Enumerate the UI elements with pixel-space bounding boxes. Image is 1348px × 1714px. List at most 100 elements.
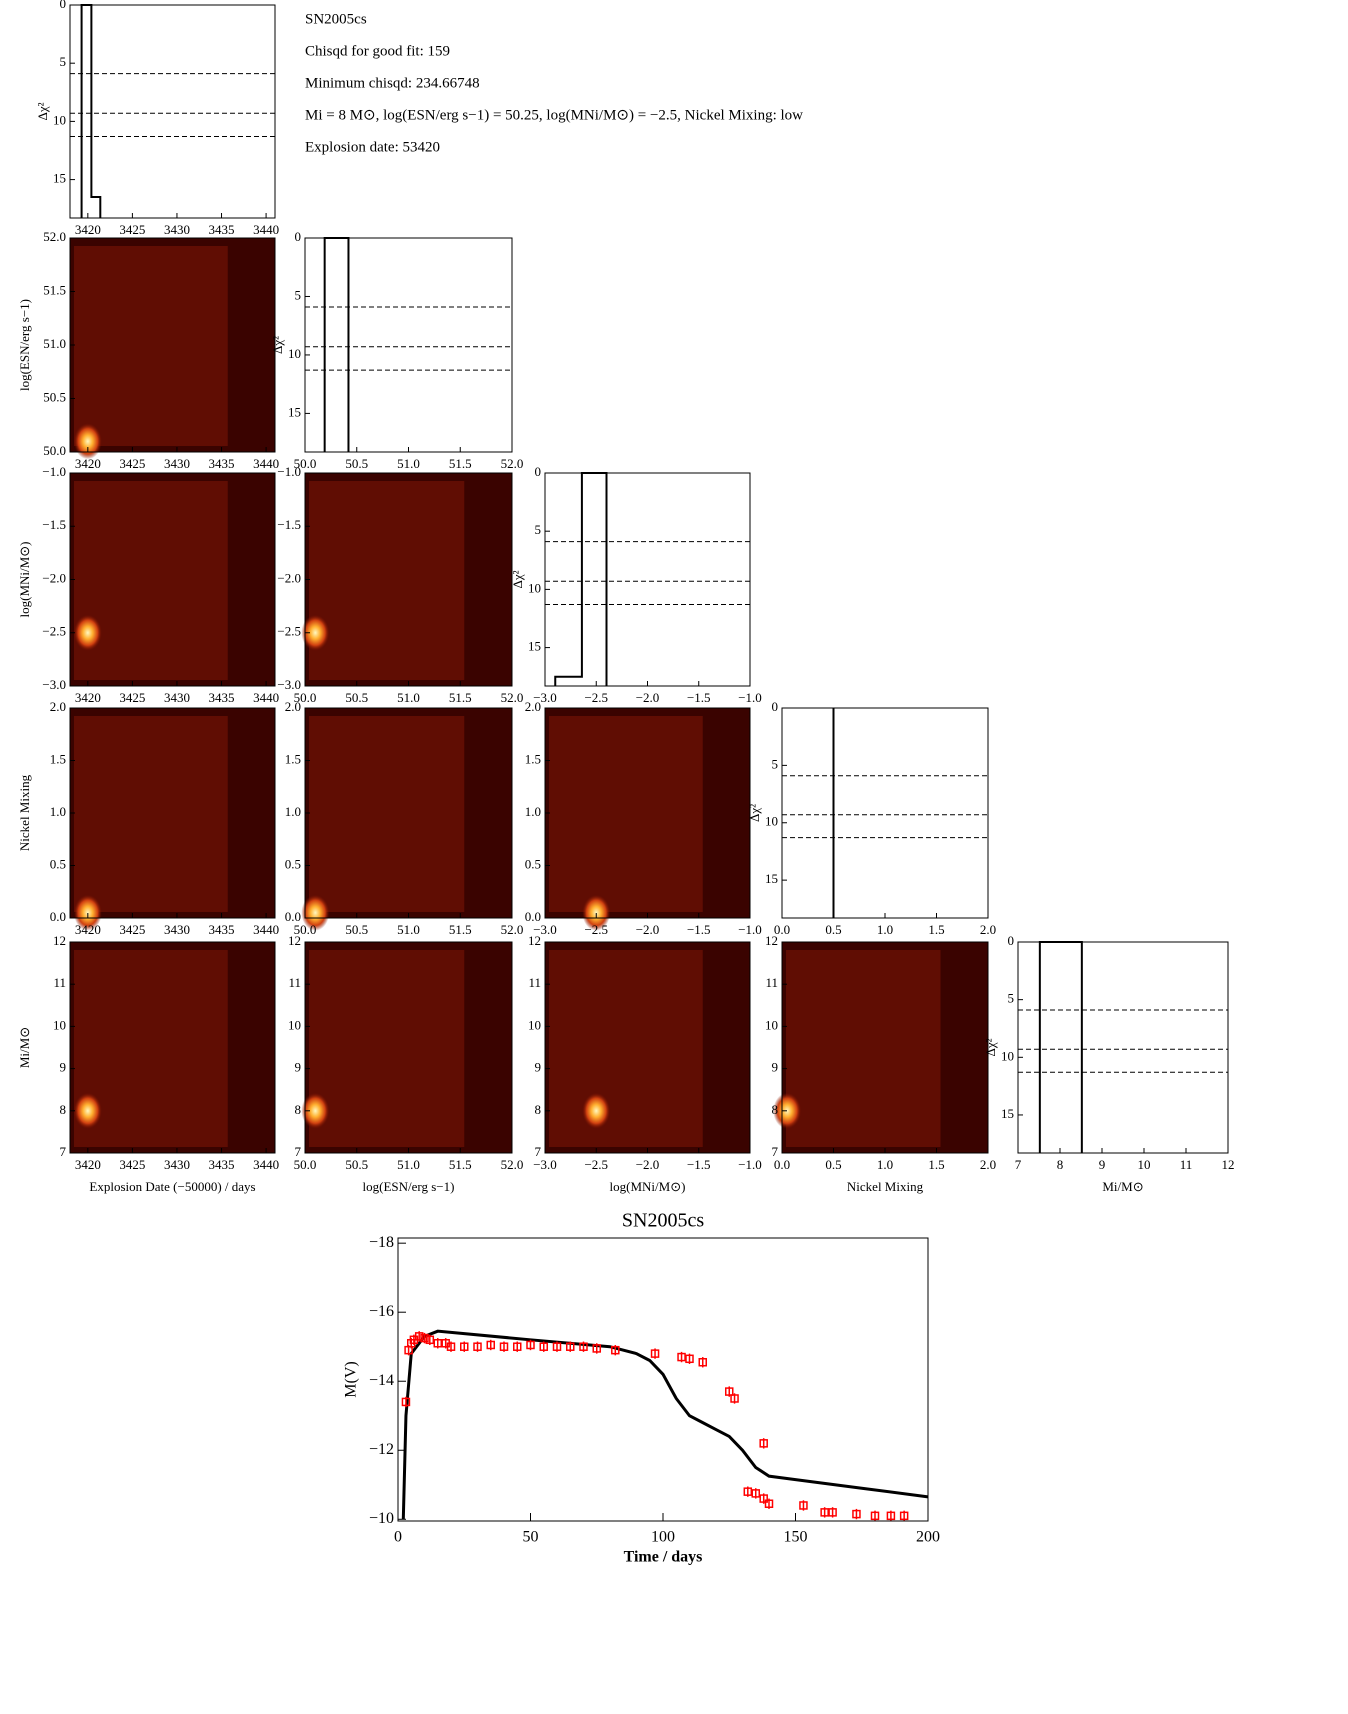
x-axis-label: log(MNi/M⊙) bbox=[610, 1179, 686, 1194]
y-tick-label: 8 bbox=[535, 1102, 542, 1117]
x-tick-label: −1.0 bbox=[738, 922, 762, 937]
y-tick-label: 0 bbox=[772, 699, 779, 714]
x-tick-label: 50.0 bbox=[294, 690, 317, 705]
y-tick-label: 5 bbox=[1008, 991, 1015, 1006]
contour-minimum bbox=[301, 614, 330, 651]
x-tick-label: 3435 bbox=[209, 456, 235, 471]
y-tick-label: 50.5 bbox=[43, 389, 66, 404]
y-tick-label: 10 bbox=[528, 1017, 541, 1032]
x-tick-label: −2.5 bbox=[584, 690, 608, 705]
y-tick-label: 10 bbox=[765, 1017, 778, 1032]
x-tick-label: 51.5 bbox=[449, 1157, 472, 1172]
contour-minimum bbox=[773, 1092, 802, 1129]
data-point bbox=[566, 1342, 575, 1351]
data-point bbox=[650, 1349, 660, 1358]
contour-band bbox=[74, 246, 228, 446]
y-tick-label: −2.0 bbox=[277, 570, 301, 585]
x-tick-label: 52.0 bbox=[501, 456, 524, 471]
y-tick-label: 15 bbox=[288, 404, 301, 419]
x-tick-label: 51.5 bbox=[449, 456, 472, 471]
y-tick-label: 10 bbox=[288, 1017, 301, 1032]
x-tick-label: 3435 bbox=[209, 1157, 235, 1172]
x-axis-label: Explosion Date (−50000) / days bbox=[89, 1179, 255, 1194]
data-point bbox=[526, 1340, 535, 1350]
y-tick-label: −12 bbox=[369, 1441, 394, 1458]
y-tick-label: 12 bbox=[765, 933, 778, 948]
y-tick-label: 51.0 bbox=[43, 336, 66, 351]
x-tick-label: 2.0 bbox=[980, 1157, 996, 1172]
y-tick-label: −10 bbox=[369, 1510, 394, 1527]
y-tick-label: −3.0 bbox=[42, 677, 66, 692]
x-tick-label: 52.0 bbox=[501, 1157, 524, 1172]
y-tick-label: 1.0 bbox=[285, 804, 301, 819]
data-point bbox=[425, 1335, 435, 1345]
y-tick-label: 15 bbox=[1001, 1106, 1014, 1121]
data-point bbox=[611, 1345, 620, 1355]
x-tick-label: 50.5 bbox=[345, 456, 368, 471]
y-axis-label: Δχ² bbox=[510, 570, 525, 588]
y-tick-label: 1.0 bbox=[525, 804, 541, 819]
y-tick-label: 1.5 bbox=[50, 751, 66, 766]
y-tick-label: 11 bbox=[288, 975, 301, 990]
x-tick-label: 3425 bbox=[119, 1157, 145, 1172]
data-point bbox=[401, 1397, 411, 1407]
y-tick-label: 51.5 bbox=[43, 282, 66, 297]
x-tick-label: 51.0 bbox=[397, 1157, 420, 1172]
y-tick-label: 7 bbox=[772, 1144, 779, 1159]
x-tick-label: 3425 bbox=[119, 922, 145, 937]
x-tick-label: −3.0 bbox=[533, 922, 557, 937]
info-line: Chisqd for good fit: 159 bbox=[305, 43, 450, 59]
histogram-step bbox=[554, 472, 608, 686]
data-point bbox=[513, 1342, 522, 1351]
x-tick-label: 50.0 bbox=[294, 456, 317, 471]
y-tick-label: 0.5 bbox=[50, 856, 66, 871]
data-point bbox=[685, 1354, 694, 1364]
x-tick-label: 1.0 bbox=[877, 922, 893, 937]
histogram-step bbox=[80, 4, 102, 218]
y-tick-label: 11 bbox=[53, 975, 66, 990]
y-tick-label: −16 bbox=[369, 1303, 394, 1320]
data-point bbox=[579, 1342, 588, 1351]
x-tick-label: 3425 bbox=[119, 222, 145, 237]
y-tick-label: 10 bbox=[1001, 1048, 1014, 1063]
y-axis-label: M(V) bbox=[343, 1361, 360, 1397]
x-tick-label: −2.0 bbox=[636, 1157, 660, 1172]
x-tick-label: 3425 bbox=[119, 690, 145, 705]
x-tick-label: 7 bbox=[1015, 1157, 1022, 1172]
x-tick-label: 3430 bbox=[164, 1157, 190, 1172]
data-point bbox=[486, 1340, 495, 1350]
x-tick-label: −2.5 bbox=[584, 922, 608, 937]
contour-minimum bbox=[301, 1092, 330, 1129]
x-tick-label: 3420 bbox=[75, 456, 101, 471]
data-point bbox=[539, 1342, 548, 1351]
x-tick-label: 3430 bbox=[164, 222, 190, 237]
info-line: Explosion date: 53420 bbox=[305, 139, 440, 155]
x-tick-label: 3440 bbox=[253, 456, 279, 471]
histogram-panel bbox=[305, 238, 512, 452]
y-tick-label: 7 bbox=[295, 1144, 302, 1159]
histogram-panel bbox=[782, 708, 988, 918]
y-axis-label: Mi/M⊙ bbox=[17, 1027, 32, 1068]
chart-title: SN2005cs bbox=[622, 1210, 704, 1232]
panel-frame bbox=[69, 472, 276, 687]
y-tick-label: −1.0 bbox=[42, 464, 66, 479]
x-tick-label: 3425 bbox=[119, 456, 145, 471]
panel-frame bbox=[69, 941, 276, 1154]
x-tick-label: 50 bbox=[523, 1529, 539, 1546]
y-tick-label: 12 bbox=[53, 933, 66, 948]
y-tick-label: 5 bbox=[60, 54, 67, 69]
y-tick-label: 0.5 bbox=[525, 856, 541, 871]
y-tick-label: 0.0 bbox=[525, 909, 541, 924]
x-tick-label: 52.0 bbox=[501, 922, 524, 937]
data-point bbox=[725, 1387, 734, 1396]
y-tick-label: 15 bbox=[528, 639, 541, 654]
data-point bbox=[799, 1501, 808, 1510]
x-tick-label: −2.0 bbox=[636, 690, 660, 705]
data-point bbox=[820, 1508, 829, 1517]
x-tick-label: 3430 bbox=[164, 922, 190, 937]
histogram-panel bbox=[1018, 942, 1228, 1153]
y-tick-label: −1.5 bbox=[277, 517, 301, 532]
plot-frame bbox=[397, 1237, 929, 1522]
x-tick-label: 0.0 bbox=[774, 922, 790, 937]
